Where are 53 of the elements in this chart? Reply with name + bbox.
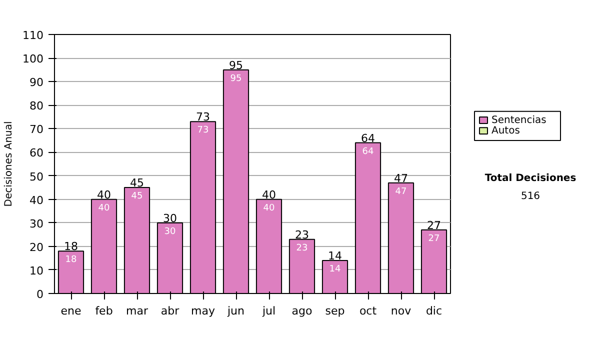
data-label: 23: [295, 228, 309, 242]
annotation: 18: [65, 255, 77, 266]
annotation: 30: [164, 226, 176, 237]
data-label: 73: [196, 110, 210, 124]
annotation: 40: [98, 203, 110, 214]
legend-label: Sentencias: [492, 114, 546, 126]
data-label: 45: [130, 176, 144, 190]
data-label: 47: [394, 172, 408, 185]
annotation: 95: [230, 74, 242, 84]
text: Total Decisiones: [484, 173, 576, 184]
y-tick-label: 30: [30, 217, 44, 230]
y-tick-label: 80: [30, 100, 44, 113]
y-tick-label: 60: [30, 146, 44, 160]
annotation: 23: [296, 243, 308, 254]
data-label: 30: [163, 212, 177, 225]
data-label: 18: [64, 240, 78, 254]
annotation: 27: [428, 234, 440, 244]
y-tick-label: 90: [30, 76, 44, 90]
text: 516: [520, 190, 540, 202]
data-label: 64: [361, 132, 375, 145]
annotation: 45: [131, 192, 143, 202]
annotation: 40: [263, 203, 275, 214]
data-label: 27: [427, 218, 441, 232]
y-tick-label: 10: [30, 264, 44, 278]
x-tick-label: jun: [226, 304, 245, 318]
annotation: 47: [395, 186, 407, 197]
x-tick-label: oct: [359, 304, 378, 318]
y-tick-label: 0: [36, 288, 44, 301]
x-tick-label: dic: [426, 304, 442, 318]
data-label: 95: [229, 58, 243, 72]
x-tick-label: nov: [390, 304, 412, 318]
x-tick-label: ene: [60, 304, 82, 318]
x-tick-label: jul: [261, 304, 276, 318]
x-tick-label: mar: [126, 304, 148, 318]
x-tick-label: may: [191, 304, 216, 318]
y-tick-label: 50: [30, 170, 44, 184]
data-label: 40: [262, 188, 276, 202]
data-label: 40: [97, 188, 111, 202]
x-tick-label: sep: [325, 304, 345, 318]
legend-label: Autos: [492, 125, 520, 136]
y-tick-label: 100: [22, 52, 44, 66]
x-tick-label: ago: [292, 304, 312, 318]
annotation: 64: [362, 146, 374, 157]
y-tick-label: 110: [22, 29, 44, 42]
x-tick-label: feb: [95, 304, 113, 318]
x-tick-label: abr: [160, 304, 180, 318]
y-tick-label: 20: [30, 240, 44, 254]
y-tick-label: 70: [30, 123, 44, 136]
annotation: 14: [329, 264, 341, 275]
annotation: 73: [197, 126, 209, 136]
data-label: 14: [328, 250, 342, 263]
y-tick-label: 40: [30, 194, 44, 207]
y-axis-title: Decisiones Anual: [4, 121, 15, 207]
